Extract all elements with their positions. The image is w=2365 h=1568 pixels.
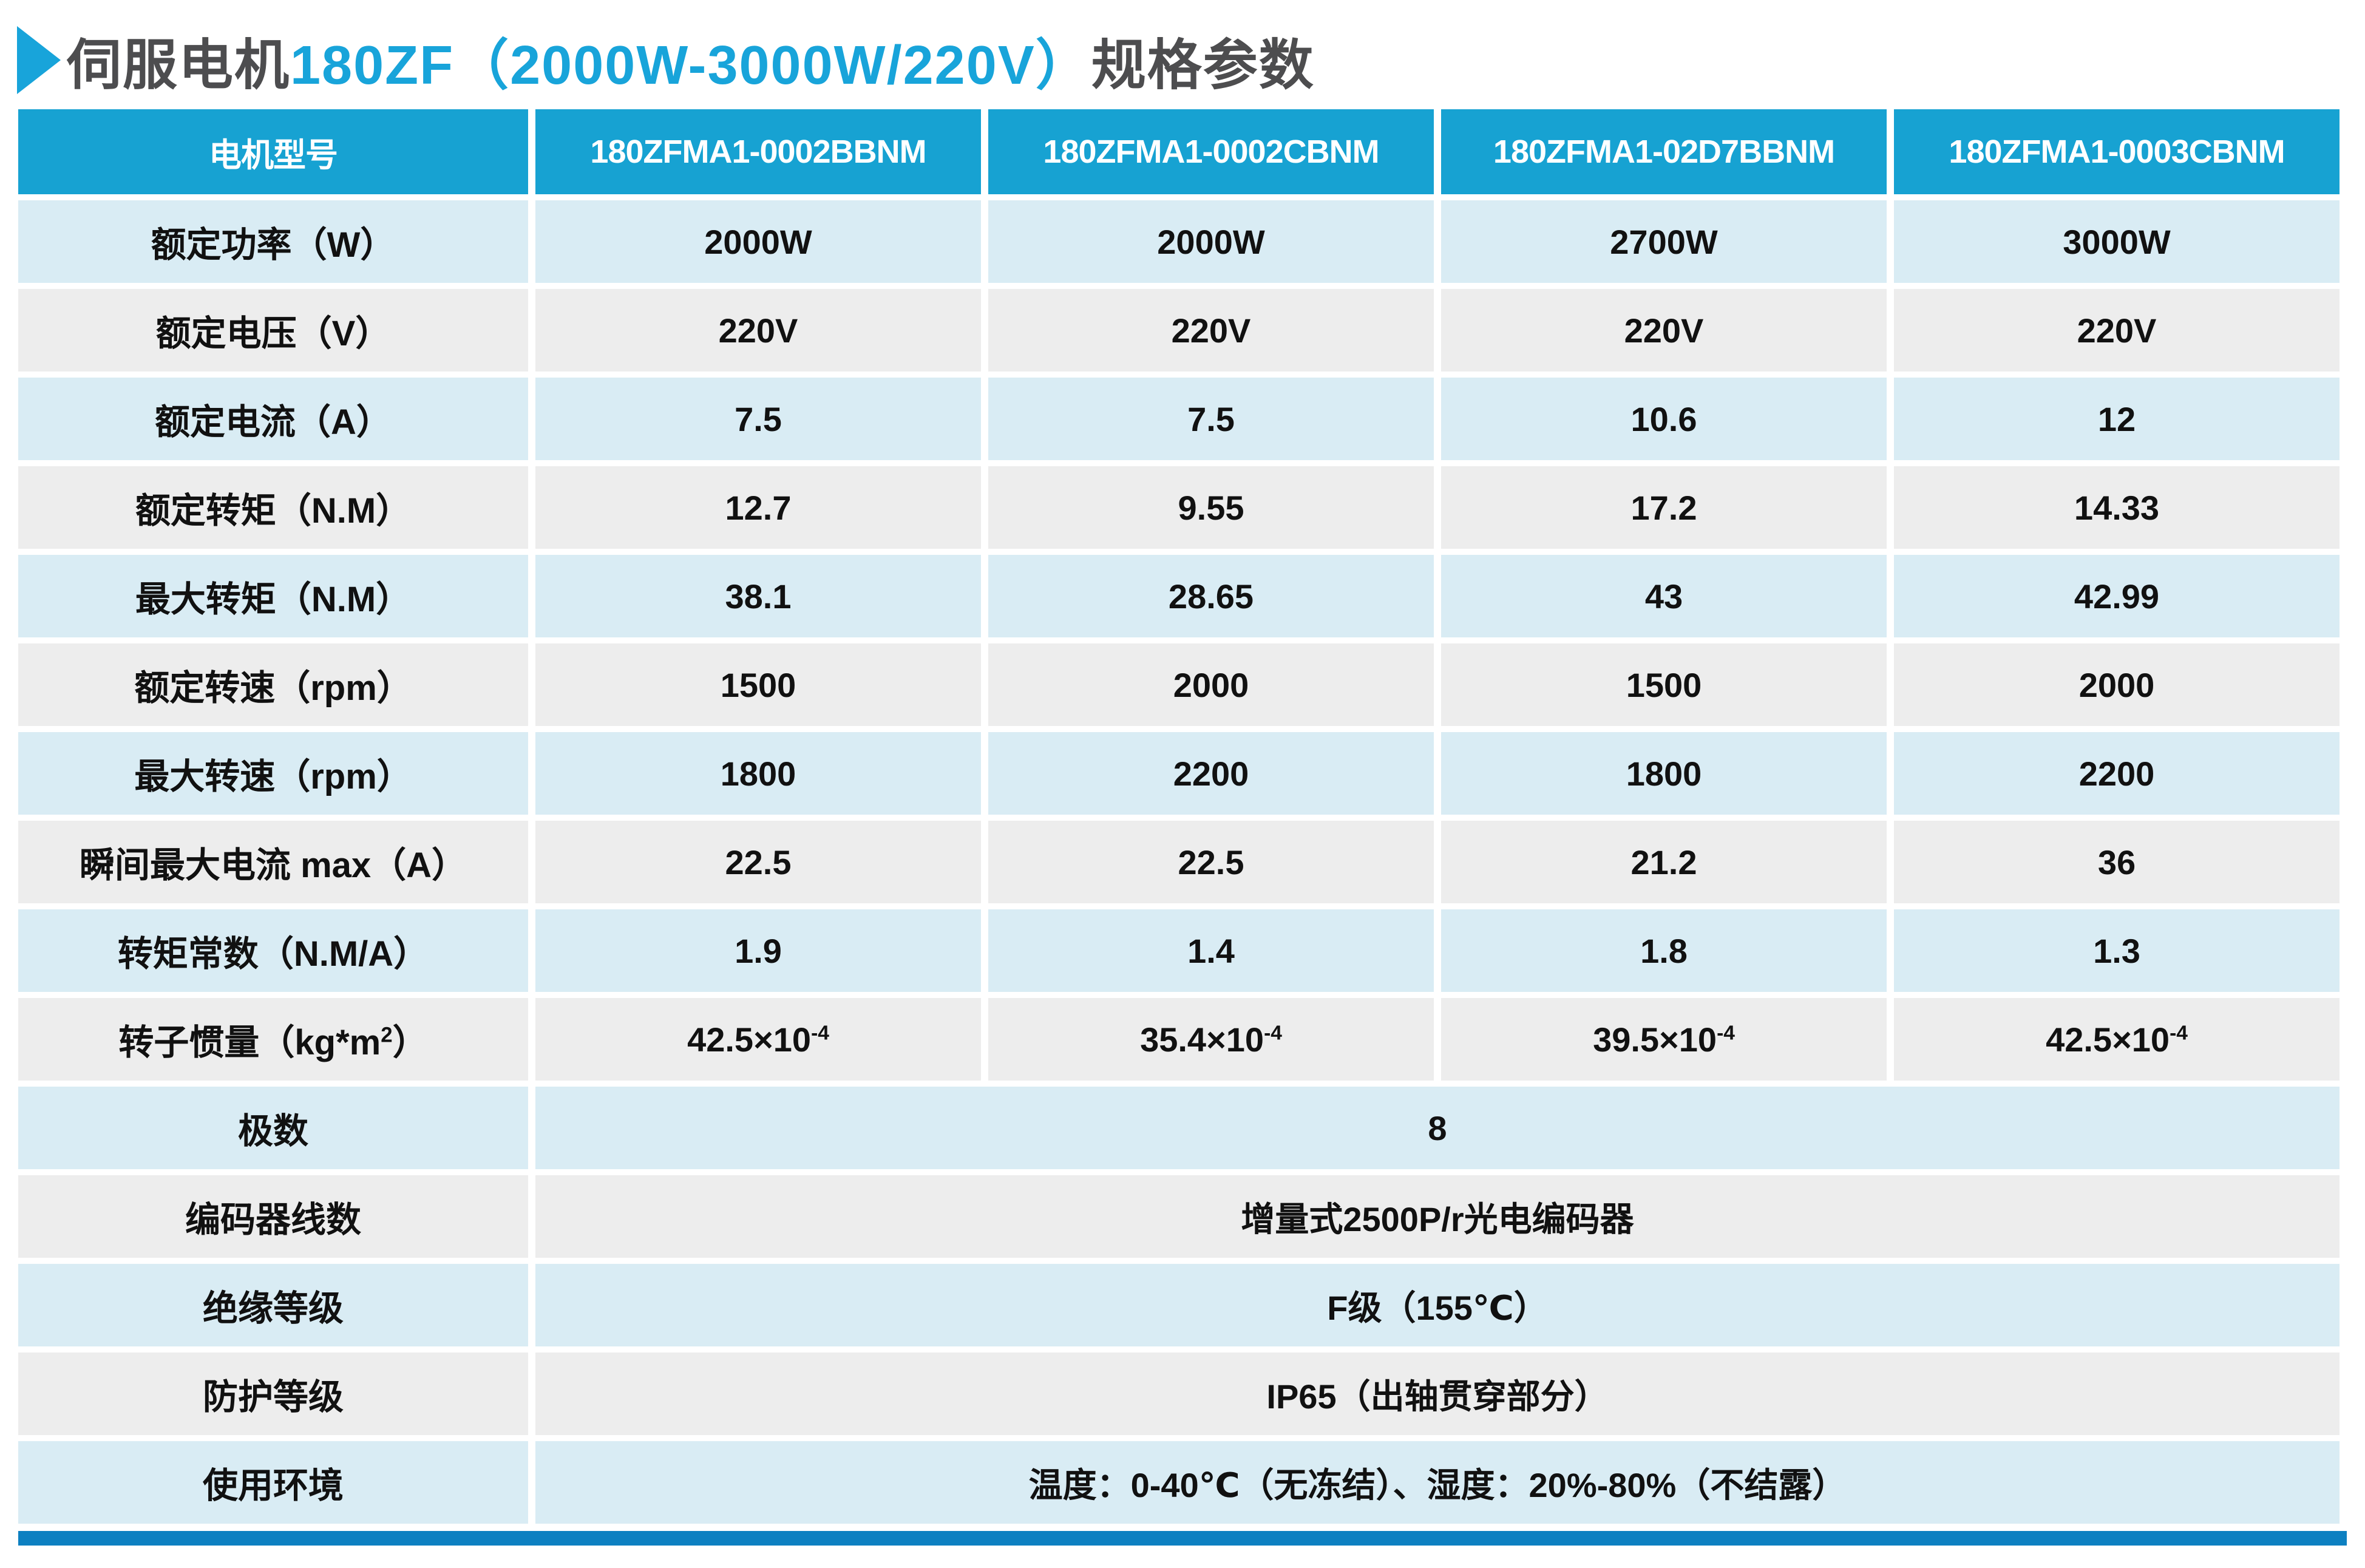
cell-value: 1.9 — [535, 909, 981, 992]
row-label: 最大转矩（N.M） — [18, 555, 528, 637]
header-row: 电机型号 180ZFMA1-0002BBNM 180ZFMA1-0002CBNM… — [18, 109, 2340, 194]
cell-value: 43 — [1441, 555, 1887, 637]
cell-value: 2000W — [988, 200, 1434, 283]
cell-value: 1.8 — [1441, 909, 1887, 992]
cell-value: 28.65 — [988, 555, 1434, 637]
cell-value: 12.7 — [535, 466, 981, 549]
page-title: 伺服电机180ZF（2000W-3000W/220V）规格参数 — [17, 17, 2365, 103]
column-header-model-4: 180ZFMA1-0003CBNM — [1894, 109, 2340, 194]
table-row-rated-current: 额定电流（A） 7.5 7.5 10.6 12 — [18, 378, 2340, 460]
cell-value: 1.4 — [988, 909, 1434, 992]
cell-value: 1800 — [535, 732, 981, 815]
cell-value: 2000W — [535, 200, 981, 283]
cell-value-merged: 温度：0-40℃（无冻结）、湿度：20%-80%（不结露） — [535, 1441, 2340, 1524]
table-row-max-speed: 最大转速（rpm） 1800 2200 1800 2200 — [18, 732, 2340, 815]
cell-value: 220V — [535, 289, 981, 372]
table-row-operating-environment: 使用环境 温度：0-40℃（无冻结）、湿度：20%-80%（不结露） — [18, 1441, 2340, 1524]
row-label: 额定转矩（N.M） — [18, 466, 528, 549]
row-label: 防护等级 — [18, 1352, 528, 1435]
table-row-rated-voltage: 额定电压（V） 220V 220V 220V 220V — [18, 289, 2340, 372]
cell-value-merged: 8 — [535, 1087, 2340, 1169]
cell-value: 220V — [1894, 289, 2340, 372]
cell-value: 42.5×10-4 — [535, 998, 981, 1081]
row-label: 额定电压（V） — [18, 289, 528, 372]
cell-value: 220V — [988, 289, 1434, 372]
cell-value: 22.5 — [535, 821, 981, 903]
title-model-range: 180ZF（2000W-3000W/220V） — [290, 35, 1091, 96]
row-label: 额定功率（W） — [18, 200, 528, 283]
table-row-max-torque: 最大转矩（N.M） 38.1 28.65 43 42.99 — [18, 555, 2340, 637]
cell-value: 7.5 — [988, 378, 1434, 460]
row-label: 额定电流（A） — [18, 378, 528, 460]
cell-value: 1800 — [1441, 732, 1887, 815]
table-row-insulation-class: 绝缘等级 F级（155℃） — [18, 1264, 2340, 1346]
column-header-model-3: 180ZFMA1-02D7BBNM — [1441, 109, 1887, 194]
cell-value: 10.6 — [1441, 378, 1887, 460]
cell-value: 7.5 — [535, 378, 981, 460]
cell-value: 3000W — [1894, 200, 2340, 283]
cell-value: 39.5×10-4 — [1441, 998, 1887, 1081]
table-row-rated-speed: 额定转速（rpm） 1500 2000 1500 2000 — [18, 643, 2340, 726]
row-label: 转子惯量（kg*m2） — [18, 998, 528, 1081]
spec-table: 电机型号 180ZFMA1-0002BBNM 180ZFMA1-0002CBNM… — [11, 103, 2347, 1530]
cell-value: 21.2 — [1441, 821, 1887, 903]
table-row-rotor-inertia: 转子惯量（kg*m2） 42.5×10-4 35.4×10-4 39.5×10-… — [18, 998, 2340, 1081]
cell-value: 2200 — [1894, 732, 2340, 815]
cell-value: 36 — [1894, 821, 2340, 903]
column-header-motor-model: 电机型号 — [18, 109, 528, 194]
bottom-accent-bar — [18, 1531, 2347, 1546]
cell-value: 2700W — [1441, 200, 1887, 283]
title-suffix: 规格参数 — [1091, 35, 1315, 96]
cell-value: 2000 — [988, 643, 1434, 726]
cell-value: 35.4×10-4 — [988, 998, 1434, 1081]
row-label: 瞬间最大电流 max（A） — [18, 821, 528, 903]
column-header-model-2: 180ZFMA1-0002CBNM — [988, 109, 1434, 194]
table-row-protection-class: 防护等级 IP65（出轴贯穿部分） — [18, 1352, 2340, 1435]
row-label: 额定转速（rpm） — [18, 643, 528, 726]
cell-value: 38.1 — [535, 555, 981, 637]
row-label: 极数 — [18, 1087, 528, 1169]
table-row-pole-count: 极数 8 — [18, 1087, 2340, 1169]
cell-value: 22.5 — [988, 821, 1434, 903]
cell-value: 9.55 — [988, 466, 1434, 549]
cell-value: 14.33 — [1894, 466, 2340, 549]
title-prefix: 伺服电机 — [67, 35, 290, 96]
cell-value: 1500 — [535, 643, 981, 726]
table-row-rated-torque: 额定转矩（N.M） 12.7 9.55 17.2 14.33 — [18, 466, 2340, 549]
row-label: 绝缘等级 — [18, 1264, 528, 1346]
row-label: 最大转速（rpm） — [18, 732, 528, 815]
cell-value-merged: 增量式2500P/r光电编码器 — [535, 1175, 2340, 1258]
cell-value: 2200 — [988, 732, 1434, 815]
cell-value: 42.99 — [1894, 555, 2340, 637]
cell-value: 17.2 — [1441, 466, 1887, 549]
cell-value: 1.3 — [1894, 909, 2340, 992]
cell-value-merged: IP65（出轴贯穿部分） — [535, 1352, 2340, 1435]
cell-value-merged: F级（155℃） — [535, 1264, 2340, 1346]
row-label: 编码器线数 — [18, 1175, 528, 1258]
cell-value: 1500 — [1441, 643, 1887, 726]
table-row-torque-constant: 转矩常数（N.M/A） 1.9 1.4 1.8 1.3 — [18, 909, 2340, 992]
table-row-rated-power: 额定功率（W） 2000W 2000W 2700W 3000W — [18, 200, 2340, 283]
table-row-encoder-lines: 编码器线数 增量式2500P/r光电编码器 — [18, 1175, 2340, 1258]
cell-value: 220V — [1441, 289, 1887, 372]
table-row-instant-max-current: 瞬间最大电流 max（A） 22.5 22.5 21.2 36 — [18, 821, 2340, 903]
arrow-right-icon — [17, 26, 61, 94]
row-label: 使用环境 — [18, 1441, 528, 1524]
cell-value: 42.5×10-4 — [1894, 998, 2340, 1081]
row-label: 转矩常数（N.M/A） — [18, 909, 528, 992]
column-header-model-1: 180ZFMA1-0002BBNM — [535, 109, 981, 194]
cell-value: 2000 — [1894, 643, 2340, 726]
cell-value: 12 — [1894, 378, 2340, 460]
page-title-text: 伺服电机180ZF（2000W-3000W/220V）规格参数 — [67, 21, 1315, 100]
